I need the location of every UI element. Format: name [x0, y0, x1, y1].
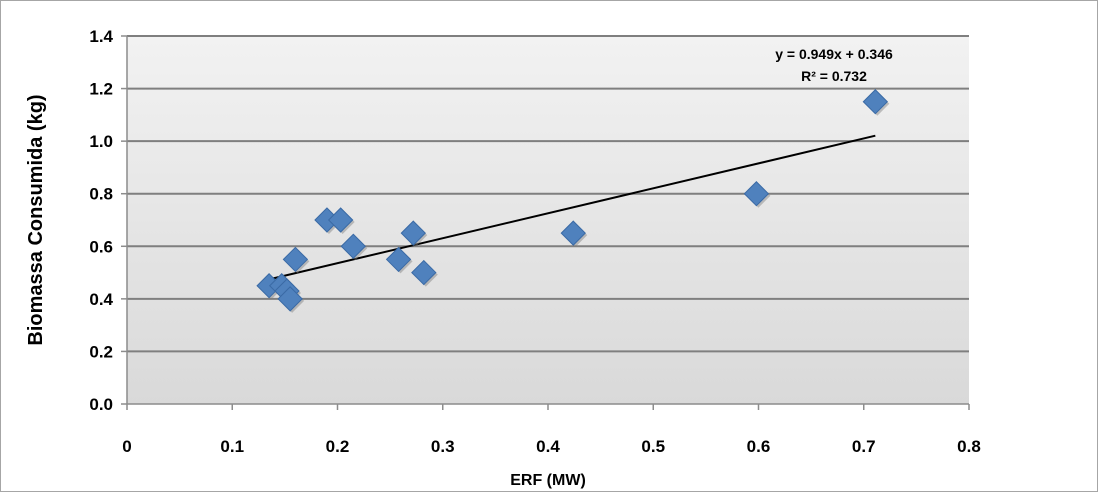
data-point — [340, 233, 366, 259]
x-tick-labels: 0 0.1 0.2 0.3 0.4 0.5 0.6 0.7 0.8 — [122, 404, 981, 456]
trendline-group — [268, 134, 876, 281]
x-tick-label: 0.5 — [641, 437, 665, 456]
data-point — [743, 181, 770, 207]
data-point — [400, 220, 426, 246]
gridlines — [127, 35, 969, 353]
data-point — [411, 259, 437, 286]
data-point — [560, 220, 586, 246]
data-point — [282, 246, 309, 273]
y-tick-label: 1.0 — [89, 132, 113, 151]
x-tick-label: 0.4 — [536, 437, 560, 456]
y-tick-label: 1.2 — [89, 80, 113, 99]
y-tick-label: 0.6 — [89, 237, 113, 256]
data-points — [256, 89, 890, 313]
x-tick-label: 0.2 — [326, 437, 350, 456]
x-tick-label: 0.6 — [747, 437, 771, 456]
y-tick-label: 0.2 — [89, 342, 113, 361]
trendline — [268, 134, 876, 281]
trendline-equation: y = 0.949x + 0.346 — [775, 46, 893, 62]
y-tick-label: 0.0 — [89, 395, 113, 414]
x-tick-label: 0.8 — [957, 437, 981, 456]
y-tick-labels: 0.0 0.2 0.4 0.6 0.8 1.0 1.2 1.4 — [89, 27, 127, 414]
y-axis-title: Biomassa Consumida (kg) — [25, 94, 47, 345]
data-point — [327, 207, 354, 233]
y-tick-label: 0.8 — [89, 185, 113, 204]
data-point — [277, 286, 303, 312]
x-tick-label: 0.1 — [220, 437, 244, 456]
data-point — [862, 89, 889, 115]
x-axis-title: ERF (MW) — [510, 472, 586, 489]
y-tick-label: 0.4 — [89, 290, 113, 309]
x-tick-label: 0.3 — [431, 437, 455, 456]
plot-area — [127, 36, 969, 404]
x-tick-label: 0 — [122, 437, 131, 456]
y-tick-label: 1.4 — [89, 27, 113, 46]
x-tick-label: 0.7 — [852, 437, 876, 456]
data-point — [385, 246, 412, 273]
r-squared-label: R² = 0.732 — [801, 68, 867, 84]
